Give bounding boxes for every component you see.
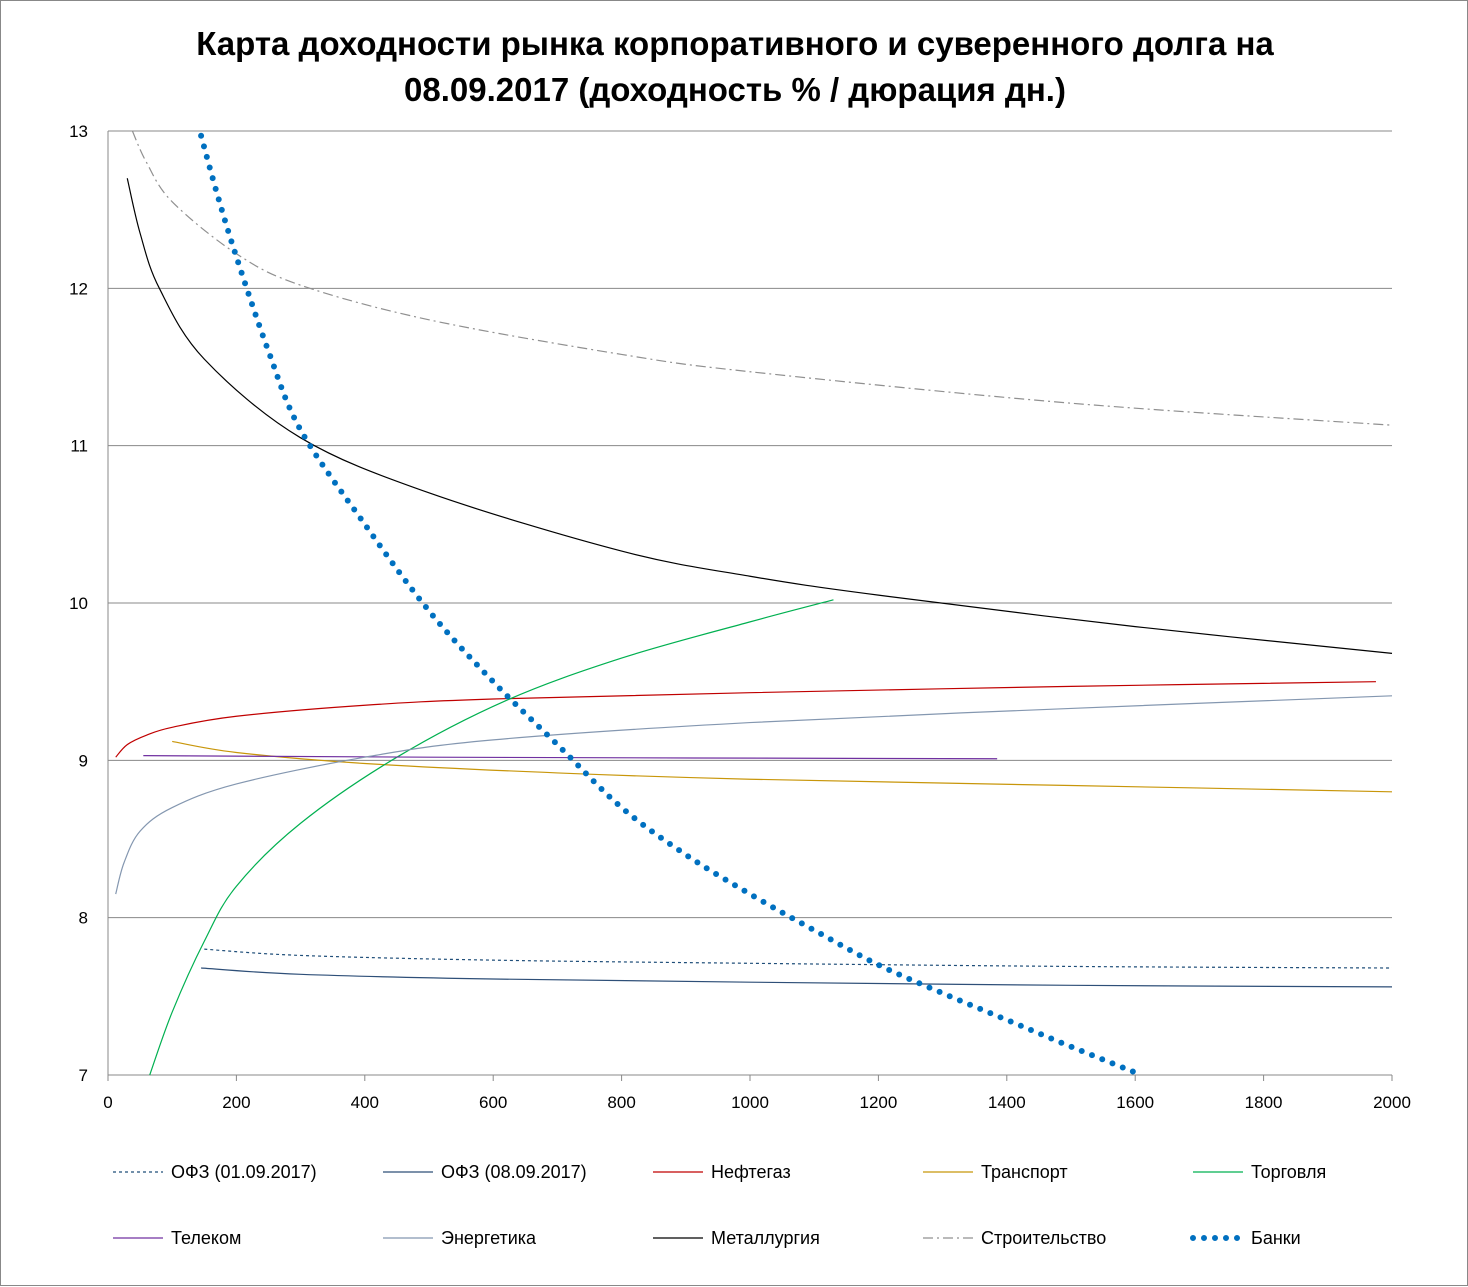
x-tick-label: 800 [607,1093,635,1112]
legend-label: Строительство [981,1228,1106,1248]
series-line-10 [198,132,1145,1077]
y-tick-label: 10 [69,594,88,613]
legend-label: Торговля [1251,1162,1326,1182]
series-line-6 [143,755,998,760]
legend-label: Энергетика [441,1228,537,1248]
x-tick-label: 0 [103,1093,112,1112]
series-line-8 [126,178,1393,654]
x-tick-label: 1200 [859,1093,897,1112]
legend-label: ОФЗ (08.09.2017) [441,1162,587,1182]
y-tick-label: 13 [69,122,88,141]
series-line-4 [172,740,1393,793]
x-tick-label: 200 [222,1093,250,1112]
x-tick-label: 1000 [731,1093,769,1112]
series-line-7 [115,695,1393,895]
legend-label: ОФЗ (01.09.2017) [171,1162,317,1182]
legend-label: Нефтегаз [711,1162,791,1182]
title-line-1: Карта доходности рынка корпоративного и … [196,25,1274,62]
series-line-2 [201,967,1393,988]
title-line-2: 08.09.2017 (доходность % / дюрация дн.) [404,71,1066,108]
legend-label: Транспорт [981,1162,1068,1182]
series-line-5 [149,599,834,1076]
legend-label: Банки [1251,1228,1301,1248]
series-line-3 [115,681,1376,758]
y-tick-label: 8 [79,909,88,928]
y-tick-label: 7 [79,1066,88,1085]
y-tick-label: 12 [69,279,88,298]
x-tick-label: 1600 [1116,1093,1154,1112]
series-line-1 [204,948,1393,969]
x-tick-label: 1400 [988,1093,1026,1112]
legend-label: Телеком [171,1228,241,1248]
legend-label: Металлургия [711,1228,820,1248]
series-line-9 [131,130,1393,426]
x-tick-label: 400 [351,1093,379,1112]
y-tick-label: 9 [79,751,88,770]
x-tick-label: 2000 [1373,1093,1411,1112]
x-tick-label: 1800 [1245,1093,1283,1112]
y-tick-label: 11 [70,437,88,456]
x-tick-label: 600 [479,1093,507,1112]
chart-title: Карта доходности рынка корпоративного и … [1,21,1468,113]
